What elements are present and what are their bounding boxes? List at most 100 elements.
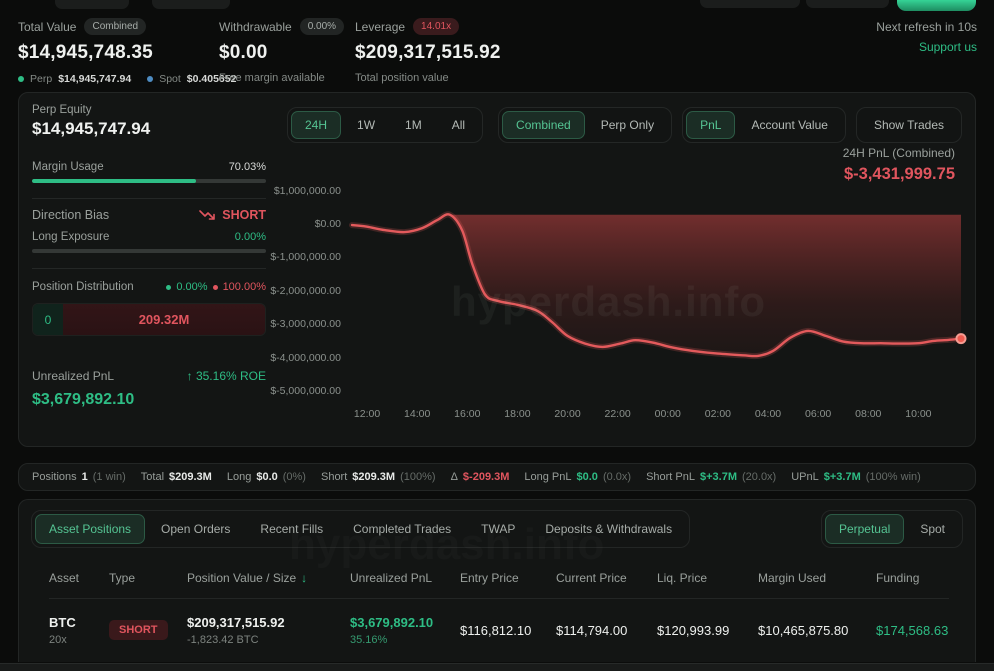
- show-trades-button[interactable]: Show Trades: [873, 118, 944, 132]
- positions-panel: Asset Positions Open Orders Recent Fills…: [18, 499, 976, 662]
- topnav-tab-partial[interactable]: [700, 0, 800, 8]
- long-exposure-value: 0.00%: [234, 231, 266, 243]
- x-tick-label: 20:00: [554, 408, 581, 420]
- tab-completed-trades[interactable]: Completed Trades: [353, 522, 452, 536]
- summary-extra: (1 win): [92, 471, 126, 483]
- perp-dot-icon: [18, 76, 24, 82]
- view-combined-button[interactable]: Combined: [502, 111, 585, 139]
- col-funding: Funding: [876, 571, 920, 585]
- tab-open-orders[interactable]: Open Orders: [161, 522, 231, 536]
- total-value: $14,945,748.35: [18, 42, 153, 63]
- x-tick-label: 00:00: [654, 408, 681, 420]
- col-unrealized-pnl: Unrealized PnL: [350, 571, 433, 585]
- time-filter-1w[interactable]: 1W: [357, 118, 376, 132]
- withdrawable-value: $0.00: [219, 42, 268, 63]
- col-entry-price: Entry Price: [460, 571, 519, 585]
- leverage-stat: Leverage 14.01x $209,317,515.92 Total po…: [355, 18, 501, 84]
- leverage-badge: 14.01x: [413, 18, 460, 35]
- metric-pnl-button[interactable]: PnL: [686, 111, 736, 139]
- topnav-button-partial[interactable]: [55, 0, 129, 9]
- pnl-readout-label: 24H PnL (Combined): [842, 146, 955, 160]
- support-us-link[interactable]: Support us: [918, 40, 977, 54]
- margin-usage-value: 70.03%: [228, 161, 266, 173]
- row-unrealized-pnl: $3,679,892.10: [350, 614, 434, 630]
- asset-symbol: BTC: [49, 614, 76, 630]
- position-distribution-label: Position Distribution: [32, 281, 134, 293]
- row-current-price: $114,794.00: [556, 622, 628, 638]
- total-value-stat: Total Value Combined $14,945,748.35 Perp…: [18, 18, 236, 85]
- positions-summary-bar: Positions 1 (1 win) Total $209.3M Long $0.0 (…: [18, 463, 976, 491]
- summary-delta-label: Δ: [450, 471, 458, 483]
- short-badge: SHORT: [109, 620, 168, 640]
- y-tick-label: $-2,000,000.00: [270, 284, 341, 297]
- leverage-label: Leverage: [355, 19, 406, 34]
- row-entry-price: $116,812.10: [460, 622, 532, 638]
- x-tick-label: 02:00: [704, 408, 732, 420]
- account-stats-column: Perp Equity $14,945,747.94 Margin Usage …: [32, 93, 266, 443]
- y-tick-label: $-4,000,000.00: [270, 351, 341, 364]
- pnl-chart[interactable]: $1,000,000.00 $0.00 $-1,000,000.00 $-2,000,…: [270, 184, 973, 431]
- tab-deposits-withdrawals[interactable]: Deposits & Withdrawals: [545, 522, 673, 536]
- withdrawable-sub: Free margin available: [219, 72, 325, 84]
- summary-label: UPnL: [791, 471, 819, 483]
- tab-recent-fills[interactable]: Recent Fills: [260, 522, 324, 536]
- sort-desc-icon[interactable]: ↓: [301, 571, 308, 585]
- x-tick-label: 06:00: [804, 408, 832, 420]
- col-position-value[interactable]: Position Value / Size ↓: [187, 571, 308, 585]
- leverage-value: $209,317,515.92: [355, 42, 501, 63]
- x-tick-label: 12:00: [353, 408, 381, 420]
- x-tick-label: 04:00: [754, 408, 782, 420]
- table-row[interactable]: BTC 20x SHORT $209,317,515.92 -1,823.42 …: [49, 599, 949, 661]
- row-liq-price: $120,993.99: [657, 622, 730, 638]
- perp-legend-label: Perp: [30, 73, 53, 85]
- summary-extra: (100%): [400, 471, 436, 483]
- x-tick-label: 08:00: [855, 408, 882, 420]
- row-margin-used: $10,465,875.80: [758, 622, 849, 638]
- show-trades-group: Show Trades: [855, 107, 962, 143]
- time-filter-24h[interactable]: 24H: [291, 111, 342, 139]
- withdrawable-stat: Withdrawable 0.00% $0.00 Free margin ava…: [219, 18, 345, 84]
- spot-legend-label: Spot: [159, 73, 181, 85]
- long-exposure-bar: [32, 249, 266, 253]
- y-tick-label: $-5,000,000.00: [270, 384, 341, 397]
- divider: [32, 268, 266, 269]
- summary-value: $0.0: [256, 471, 278, 483]
- trending-down-icon: [199, 210, 216, 220]
- tab-twap[interactable]: TWAP: [481, 522, 516, 536]
- topnav-primary-button-partial[interactable]: [897, 0, 976, 11]
- metric-account-value-button[interactable]: Account Value: [751, 118, 828, 132]
- view-perp-only-button[interactable]: Perp Only: [600, 118, 655, 132]
- topnav-tab-partial[interactable]: [806, 0, 889, 8]
- col-margin-used: Margin Used: [758, 571, 827, 585]
- chart-x-axis: 12:00 14:00 16:00 18:00 20:00 22:00 00:00 02:00…: [345, 408, 970, 424]
- x-tick-label: 10:00: [905, 408, 932, 420]
- direction-bias-value: SHORT: [222, 208, 266, 222]
- position-size: -1,823.42 BTC: [187, 633, 259, 646]
- asset-positions-table: Asset Type Position Value / Size ↓ Unreal…: [49, 562, 949, 661]
- time-filter-all[interactable]: All: [451, 118, 466, 132]
- distribution-short-pct: 100.00%: [222, 281, 266, 293]
- col-asset: Asset: [49, 571, 80, 585]
- time-filter-1m[interactable]: 1M: [405, 118, 422, 132]
- col-type: Type: [109, 571, 136, 585]
- y-tick-label: $0.00: [314, 218, 341, 231]
- y-tick-label: $-1,000,000.00: [270, 251, 341, 264]
- summary-label: Total: [140, 471, 165, 483]
- next-section-edge: [0, 663, 994, 671]
- y-tick-label: $1,000,000.00: [273, 184, 341, 197]
- position-distribution-bar: 0 209.32M: [32, 303, 266, 336]
- refresh-countdown: Next refresh in 10s: [876, 20, 977, 34]
- summary-value: $+3.7M: [823, 471, 861, 483]
- asset-leverage: 20x: [49, 633, 67, 646]
- margin-usage-bar: [32, 179, 266, 183]
- direction-bias-label: Direction Bias: [32, 208, 110, 222]
- tab-spot[interactable]: Spot: [920, 522, 945, 536]
- topnav-search-partial[interactable]: [152, 0, 230, 9]
- tab-perpetual[interactable]: Perpetual: [824, 514, 905, 544]
- leverage-sub: Total position value: [355, 72, 449, 84]
- summary-extra: (20.0x): [741, 471, 777, 483]
- tab-asset-positions[interactable]: Asset Positions: [35, 514, 146, 544]
- view-toggle-group: Combined Perp Only: [498, 107, 673, 143]
- time-filter-group: 24H 1W 1M All: [287, 107, 484, 143]
- margin-usage-fill: [32, 179, 196, 183]
